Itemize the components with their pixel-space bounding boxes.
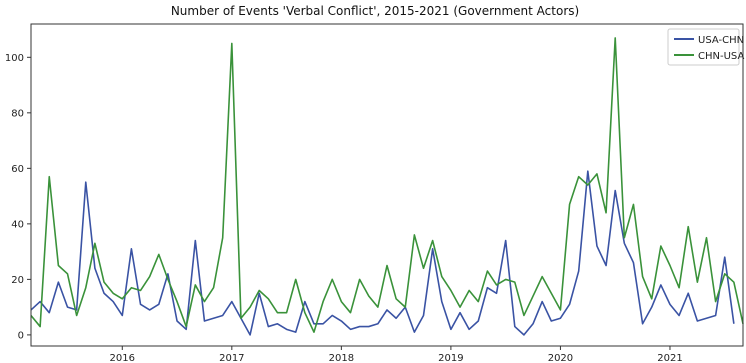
legend-label-chn-usa: CHN-USA <box>698 51 744 62</box>
y-tick-label-0: 0 <box>18 330 24 341</box>
y-tick-label-60: 60 <box>11 164 24 175</box>
x-tick-label-2017: 2017 <box>219 353 244 363</box>
x-tick-label-2019: 2019 <box>438 353 463 363</box>
series-line-chn-usa <box>30 37 744 333</box>
y-tick-label-100: 100 <box>5 53 24 64</box>
y-tick-label-40: 40 <box>11 219 24 230</box>
chart-title: Number of Events 'Verbal Conflict', 2015… <box>171 4 579 18</box>
legend-label-usa-chn: USA-CHN <box>698 35 744 46</box>
x-tick-label-2016: 2016 <box>110 353 135 363</box>
y-axis: 0 20 40 60 80 100 <box>5 53 31 341</box>
x-axis: 2016 2017 2018 2019 2020 2021 <box>110 346 683 363</box>
y-tick-label-80: 80 <box>11 108 24 119</box>
y-tick-label-20: 20 <box>11 275 24 286</box>
series-line-usa-chn <box>30 170 735 336</box>
series-layer <box>30 37 744 336</box>
legend: USA-CHN CHN-USA <box>667 28 744 66</box>
plot-frame <box>30 23 744 347</box>
x-tick-label-2018: 2018 <box>329 353 354 363</box>
x-tick-label-2020: 2020 <box>548 353 573 363</box>
x-tick-label-2021: 2021 <box>657 353 682 363</box>
